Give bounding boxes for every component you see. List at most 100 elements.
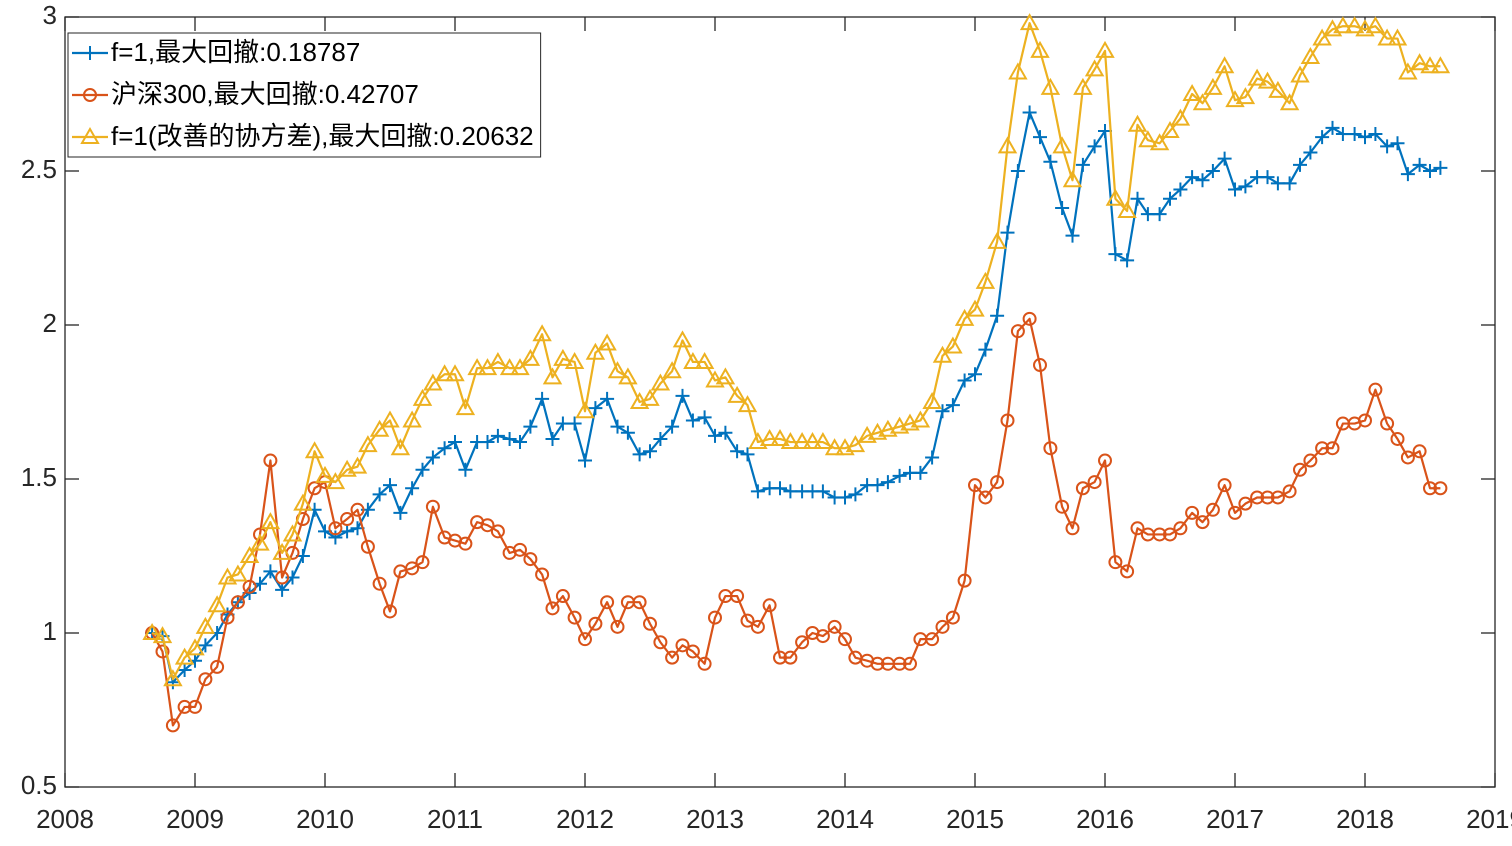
marker [925,450,940,465]
marker [1108,555,1123,570]
marker [1043,441,1058,456]
marker [390,438,411,456]
marker [665,650,680,665]
marker [315,465,335,483]
marker [499,358,520,376]
marker [1130,191,1145,206]
marker [272,542,292,560]
marker [1033,130,1047,145]
marker [1238,179,1253,194]
y-tick-label: 1 [43,616,57,646]
marker [263,564,278,579]
marker [1065,521,1080,536]
marker [892,468,907,483]
marker [467,358,487,376]
marker [80,126,100,144]
marker [773,650,787,665]
marker [588,616,603,631]
marker [1260,170,1275,185]
marker [1358,130,1372,145]
marker [762,598,777,613]
marker [653,431,668,446]
marker [740,447,755,462]
marker [1390,431,1405,446]
marker [1173,182,1188,197]
marker [480,518,495,533]
marker [640,388,660,406]
marker [445,364,465,382]
marker [1315,130,1330,145]
marker [1117,201,1137,219]
marker [1282,484,1297,499]
marker [1205,164,1220,178]
marker [643,616,657,631]
marker [1409,53,1430,71]
marker [1152,207,1167,222]
marker [555,416,570,431]
marker [1065,228,1080,243]
marker [260,512,281,530]
marker [1433,481,1448,496]
marker [458,462,473,477]
marker [600,391,615,406]
marker [1312,28,1332,46]
marker [610,619,625,634]
legend-label: f=1(改善的协方差),最大回撤:0.20632 [111,121,534,151]
marker [1055,200,1070,215]
marker [815,484,830,499]
marker [903,656,917,671]
marker [567,416,582,431]
marker [1333,16,1353,34]
marker [1214,56,1235,74]
marker [1358,413,1372,428]
marker [945,610,960,625]
marker [815,629,830,644]
marker [1152,527,1167,542]
marker [1400,167,1415,182]
marker [932,345,953,363]
marker [210,659,225,674]
marker [358,435,378,453]
marker [675,638,690,653]
marker [620,425,635,440]
marker [1430,56,1451,74]
marker [848,487,863,502]
marker [369,419,390,437]
marker [1043,154,1058,169]
marker [1138,130,1158,148]
marker [250,533,270,551]
marker [1344,16,1365,34]
marker [532,324,552,342]
marker [1192,93,1213,111]
marker [1022,105,1037,120]
marker [1163,191,1177,206]
marker [535,567,550,582]
marker [1008,62,1028,80]
marker [282,524,303,542]
marker [1290,65,1310,83]
marker [490,524,505,539]
marker [632,595,647,610]
marker [1400,450,1415,465]
marker [1127,114,1148,132]
marker [1398,62,1418,80]
marker [792,432,812,450]
x-tick-label: 2019 [1466,804,1512,834]
marker [174,647,195,665]
marker [545,431,560,446]
x-tick-label: 2015 [946,804,1004,834]
marker [870,478,885,493]
marker [1250,490,1265,505]
marker [242,579,257,594]
marker [1368,382,1383,397]
marker [1347,127,1362,142]
marker [185,638,205,656]
marker [553,348,573,366]
marker [555,589,570,604]
marker [600,595,615,610]
series [142,13,1451,687]
marker [1160,120,1180,138]
marker [1300,47,1321,65]
marker [480,435,495,450]
marker [750,619,765,634]
